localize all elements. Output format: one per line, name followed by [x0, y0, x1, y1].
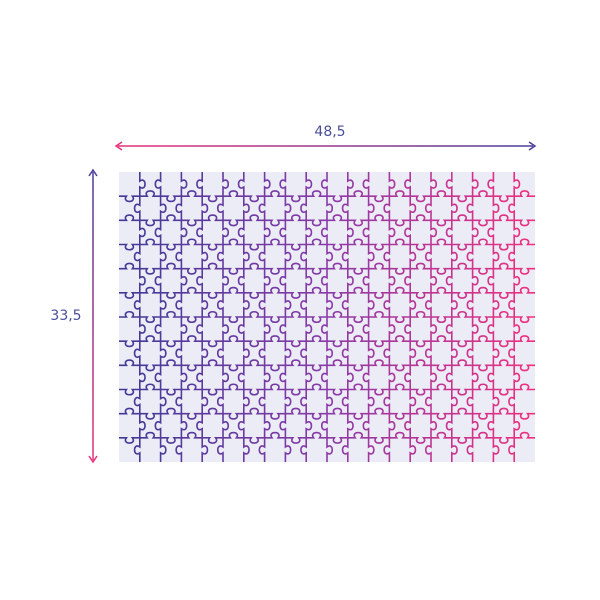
horizontal-cut	[119, 383, 535, 396]
horizontal-cut	[119, 431, 535, 444]
horizontal-cut	[119, 238, 535, 251]
horizontal-cut	[119, 190, 535, 203]
horizontal-cut	[119, 335, 535, 348]
puzzle-cuts	[119, 172, 535, 462]
horizontal-cut	[119, 262, 535, 275]
height-arrow-heads	[88, 168, 98, 464]
width-arrow-heads	[114, 141, 537, 151]
horizontal-cut	[119, 310, 535, 324]
horizontal-cut	[119, 359, 535, 372]
horizontal-cut	[119, 407, 535, 420]
height-label: 33,5	[50, 308, 81, 324]
width-label: 48,5	[314, 124, 345, 140]
horizontal-cut	[119, 214, 535, 227]
horizontal-cut	[119, 286, 535, 299]
